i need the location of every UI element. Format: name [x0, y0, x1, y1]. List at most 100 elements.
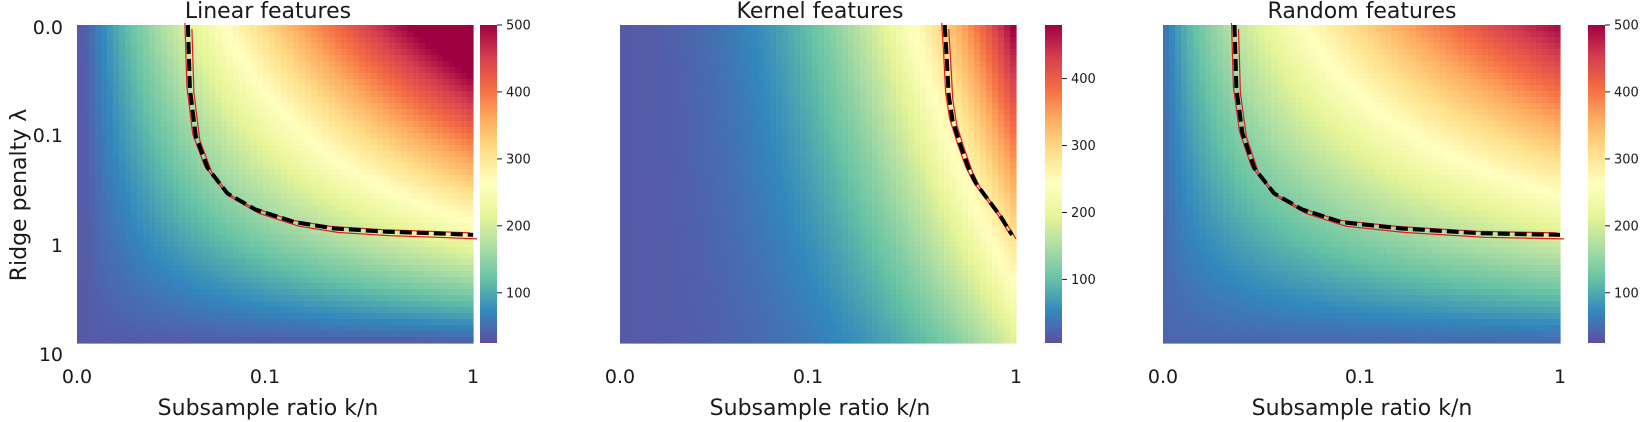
heatmap-cell: [107, 277, 114, 284]
heatmap-cell: [377, 265, 384, 272]
heatmap-cell: [167, 325, 174, 332]
heatmap-cell: [209, 307, 216, 314]
heatmap-cell: [155, 301, 162, 308]
heatmap-cell: [407, 181, 414, 188]
heatmap-cell: [311, 163, 318, 170]
heatmap-cell: [89, 223, 96, 230]
heatmap-cell: [185, 187, 192, 194]
heatmap-cell: [710, 37, 717, 44]
heatmap-cell: [155, 91, 162, 98]
heatmap-cell: [626, 31, 633, 38]
heatmap-cell: [860, 73, 867, 80]
heatmap-cell: [992, 115, 999, 122]
heatmap-cell: [407, 205, 414, 212]
heatmap-cell: [395, 271, 402, 278]
heatmap-cell: [407, 127, 414, 134]
heatmap-cell: [431, 283, 438, 290]
heatmap-cell: [323, 187, 330, 194]
heatmap-cell: [269, 217, 276, 224]
heatmap-cell: [461, 25, 468, 32]
heatmap-cell: [293, 139, 300, 146]
heatmap-cell: [113, 169, 120, 176]
heatmap-cell: [329, 181, 336, 188]
heatmap-cell: [107, 235, 114, 242]
heatmap-cell: [407, 253, 414, 260]
heatmap-cell: [692, 49, 699, 56]
heatmap-cell: [173, 25, 180, 32]
heatmap-cell: [149, 235, 156, 242]
heatmap-cell: [449, 289, 456, 296]
heatmap-cell: [233, 115, 240, 122]
heatmap-cell: [233, 91, 240, 98]
heatmap-cell: [383, 151, 390, 158]
heatmap-cell: [131, 295, 138, 302]
heatmap-cell: [161, 121, 168, 128]
heatmap-cell: [227, 163, 234, 170]
heatmap-cell: [656, 127, 663, 134]
heatmap-cell: [293, 229, 300, 236]
heatmap-cell: [962, 133, 969, 140]
heatmap-cell: [401, 37, 408, 44]
heatmap-cell: [746, 103, 753, 110]
heatmap-cell: [137, 145, 144, 152]
heatmap-cell: [89, 121, 96, 128]
heatmap-cell: [998, 85, 1005, 92]
heatmap-cell: [191, 55, 198, 62]
heatmap-cell: [119, 61, 126, 68]
heatmap-cell: [287, 55, 294, 62]
heatmap-cell: [329, 163, 336, 170]
heatmap-cell: [125, 157, 132, 164]
heatmap-cell: [125, 217, 132, 224]
heatmap-cell: [287, 319, 294, 326]
heatmap-cell: [269, 133, 276, 140]
heatmap-cell: [980, 103, 987, 110]
heatmap-cell: [650, 61, 657, 68]
heatmap-cell: [896, 61, 903, 68]
heatmap-cell: [209, 103, 216, 110]
heatmap-cell: [191, 313, 198, 320]
heatmap-cell: [149, 157, 156, 164]
heatmap-cell: [848, 145, 855, 152]
heatmap-cell: [842, 79, 849, 86]
heatmap-cell: [956, 103, 963, 110]
heatmap-cell: [173, 211, 180, 218]
heatmap-cell: [269, 313, 276, 320]
heatmap-cell: [890, 97, 897, 104]
heatmap-cell: [371, 109, 378, 116]
heatmap-cell: [221, 289, 228, 296]
heatmap-cell: [734, 73, 741, 80]
heatmap-cell: [836, 55, 843, 62]
heatmap-cell: [245, 289, 252, 296]
heatmap-cell: [197, 187, 204, 194]
heatmap-cell: [245, 319, 252, 326]
heatmap-cell: [143, 247, 150, 254]
heatmap-cell: [221, 319, 228, 326]
heatmap-cell: [401, 319, 408, 326]
heatmap-cell: [215, 217, 222, 224]
heatmap-cell: [425, 163, 432, 170]
heatmap-cell: [149, 265, 156, 272]
heatmap-cell: [866, 145, 873, 152]
heatmap-cell: [383, 157, 390, 164]
heatmap-cell: [710, 97, 717, 104]
heatmap-cell: [794, 73, 801, 80]
heatmap-cell: [668, 97, 675, 104]
heatmap-cell: [155, 115, 162, 122]
heatmap-cell: [437, 241, 444, 248]
heatmap-cell: [137, 247, 144, 254]
heatmap-cell: [662, 139, 669, 146]
heatmap-cell: [377, 217, 384, 224]
heatmap-cell: [806, 97, 813, 104]
heatmap-cell: [131, 55, 138, 62]
heatmap-cell: [197, 79, 204, 86]
heatmap-cell: [323, 55, 330, 62]
heatmap-cell: [788, 73, 795, 80]
heatmap-cell: [395, 151, 402, 158]
heatmap-cell: [323, 337, 330, 344]
heatmap-cell: [359, 277, 366, 284]
heatmap-cell: [365, 187, 372, 194]
heatmap-cell: [956, 67, 963, 74]
heatmap-cell: [263, 337, 270, 344]
heatmap-cell: [407, 319, 414, 326]
heatmap-cell: [305, 283, 312, 290]
